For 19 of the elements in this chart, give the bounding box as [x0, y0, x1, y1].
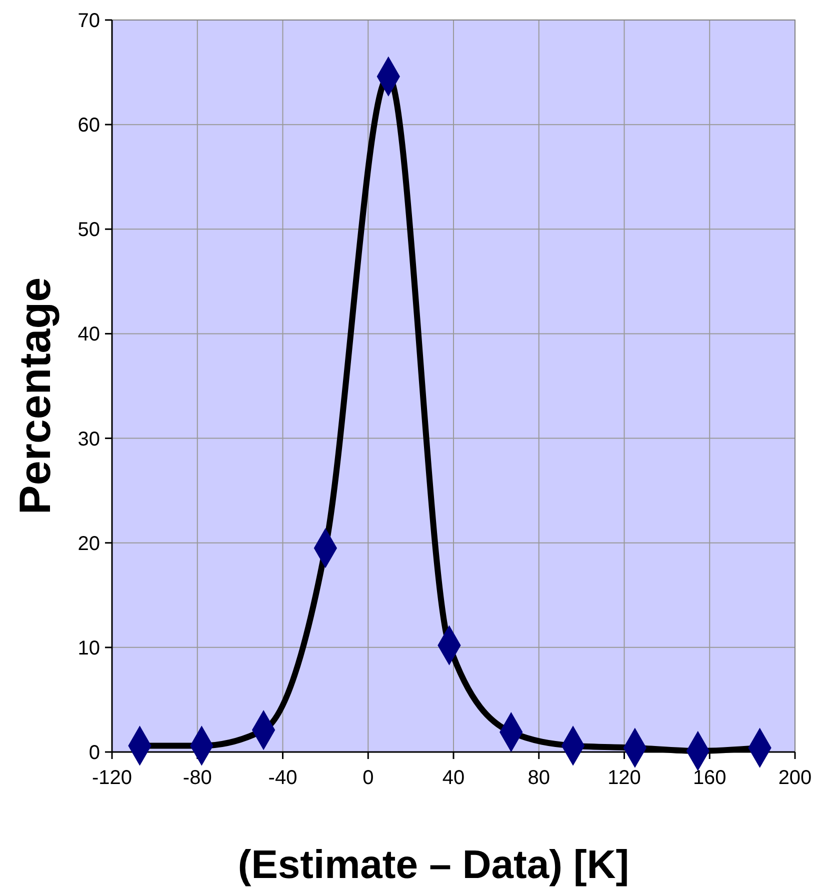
x-tick-label: -80 [182, 767, 212, 789]
x-tick-label: 0 [362, 767, 374, 789]
x-tick-label: 200 [778, 767, 812, 789]
x-tick-label: -120 [92, 767, 132, 789]
y-tick-label: 50 [78, 219, 100, 242]
y-tick-label: 30 [78, 428, 100, 450]
y-tick-label: 0 [88, 742, 100, 764]
y-tick-label: 60 [78, 114, 100, 137]
x-axis-title: (Estimate – Data) [K] [238, 843, 630, 887]
x-tick-label: 80 [528, 767, 550, 789]
x-tick-label: 40 [442, 767, 465, 789]
y-axis-title: Percentage [11, 277, 60, 515]
y-tick-label: 70 [78, 10, 100, 32]
y-tick-label: 40 [78, 324, 100, 346]
x-tick-label: 160 [692, 767, 726, 789]
x-tick-label: -40 [268, 767, 298, 789]
y-tick-label: 20 [78, 532, 100, 555]
y-tick-label: 10 [78, 637, 100, 660]
x-tick-label: 120 [608, 767, 641, 789]
